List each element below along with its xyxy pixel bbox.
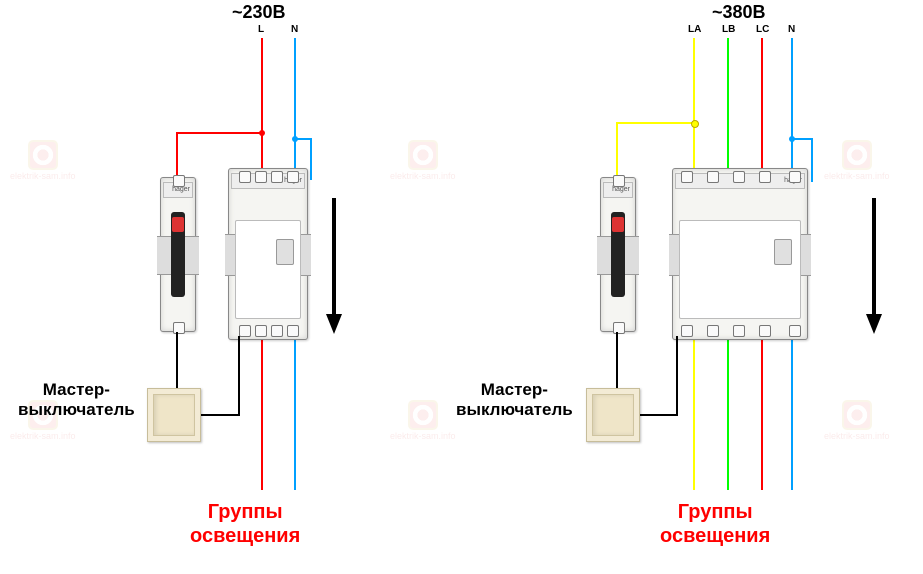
contactor-2p: hager — [228, 168, 308, 340]
wire-l-to-breaker-v — [176, 132, 178, 178]
direction-arrow-left — [324, 198, 344, 338]
wire-la-top — [693, 38, 695, 178]
wire-n-top — [294, 38, 296, 138]
wire-sw3-out-v — [676, 336, 678, 416]
wire-sw-out-v2 — [238, 336, 240, 416]
node-l-tap — [259, 130, 265, 136]
watermark: elektrik-sam.info — [10, 140, 76, 181]
wire-l-to-breaker-h — [176, 132, 263, 134]
circuit-breaker-1p: hager — [160, 177, 196, 332]
phase-label-l: L — [258, 24, 264, 35]
wall-switch-left[interactable] — [147, 388, 201, 442]
wire-lb-top — [727, 38, 729, 178]
node-n3-tap — [789, 136, 795, 142]
voltage-label-230: ~230В — [232, 2, 286, 23]
phase-label-lc: LC — [756, 24, 769, 35]
watermark: elektrik-sam.info — [390, 140, 456, 181]
wire-la-to-brk-v — [616, 122, 618, 178]
wire-lc-bot — [761, 336, 763, 490]
wire-n3-coil-v — [811, 138, 813, 182]
wire-lc-top — [761, 38, 763, 178]
circuit-breaker-1p-right: hager — [600, 177, 636, 332]
wire-brk-out-v1 — [176, 332, 178, 388]
wire-sw-out-h1 — [204, 414, 240, 416]
lighting-groups-left: Группы освещения — [190, 500, 300, 548]
direction-arrow-right — [864, 198, 884, 338]
voltage-label-380: ~380В — [712, 2, 766, 23]
wire-l-bot — [261, 336, 263, 490]
phase-label-lb: LB — [722, 24, 735, 35]
lighting-groups-right: Группы освещения — [660, 500, 770, 548]
watermark: elektrik-sam.info — [824, 400, 890, 441]
contactor-4p: hager — [672, 168, 808, 340]
wire-lb-bot — [727, 336, 729, 490]
wire-n-coil-v — [310, 138, 312, 180]
wire-n-bot — [294, 336, 296, 490]
node-n-tap — [292, 136, 298, 142]
wire-sw-out-h2 — [201, 414, 206, 416]
switch-label-left: Мастер- выключатель — [18, 380, 135, 421]
wall-switch-right[interactable] — [586, 388, 640, 442]
wire-sw3-out-h — [640, 414, 678, 416]
phase-label-la: LA — [688, 24, 701, 35]
phase-label-n3: N — [788, 24, 795, 35]
wire-la-bot — [693, 336, 695, 490]
node-la-tap — [691, 120, 699, 128]
wire-n3-top — [791, 38, 793, 138]
wire-l-top — [261, 38, 263, 178]
phase-label-n: N — [291, 24, 298, 35]
switch-label-right: Мастер- выключатель — [456, 380, 573, 421]
wire-brk3-out-v — [616, 332, 618, 388]
wire-la-to-brk-h — [616, 122, 695, 124]
watermark: elektrik-sam.info — [390, 400, 456, 441]
watermark: elektrik-sam.info — [824, 140, 890, 181]
